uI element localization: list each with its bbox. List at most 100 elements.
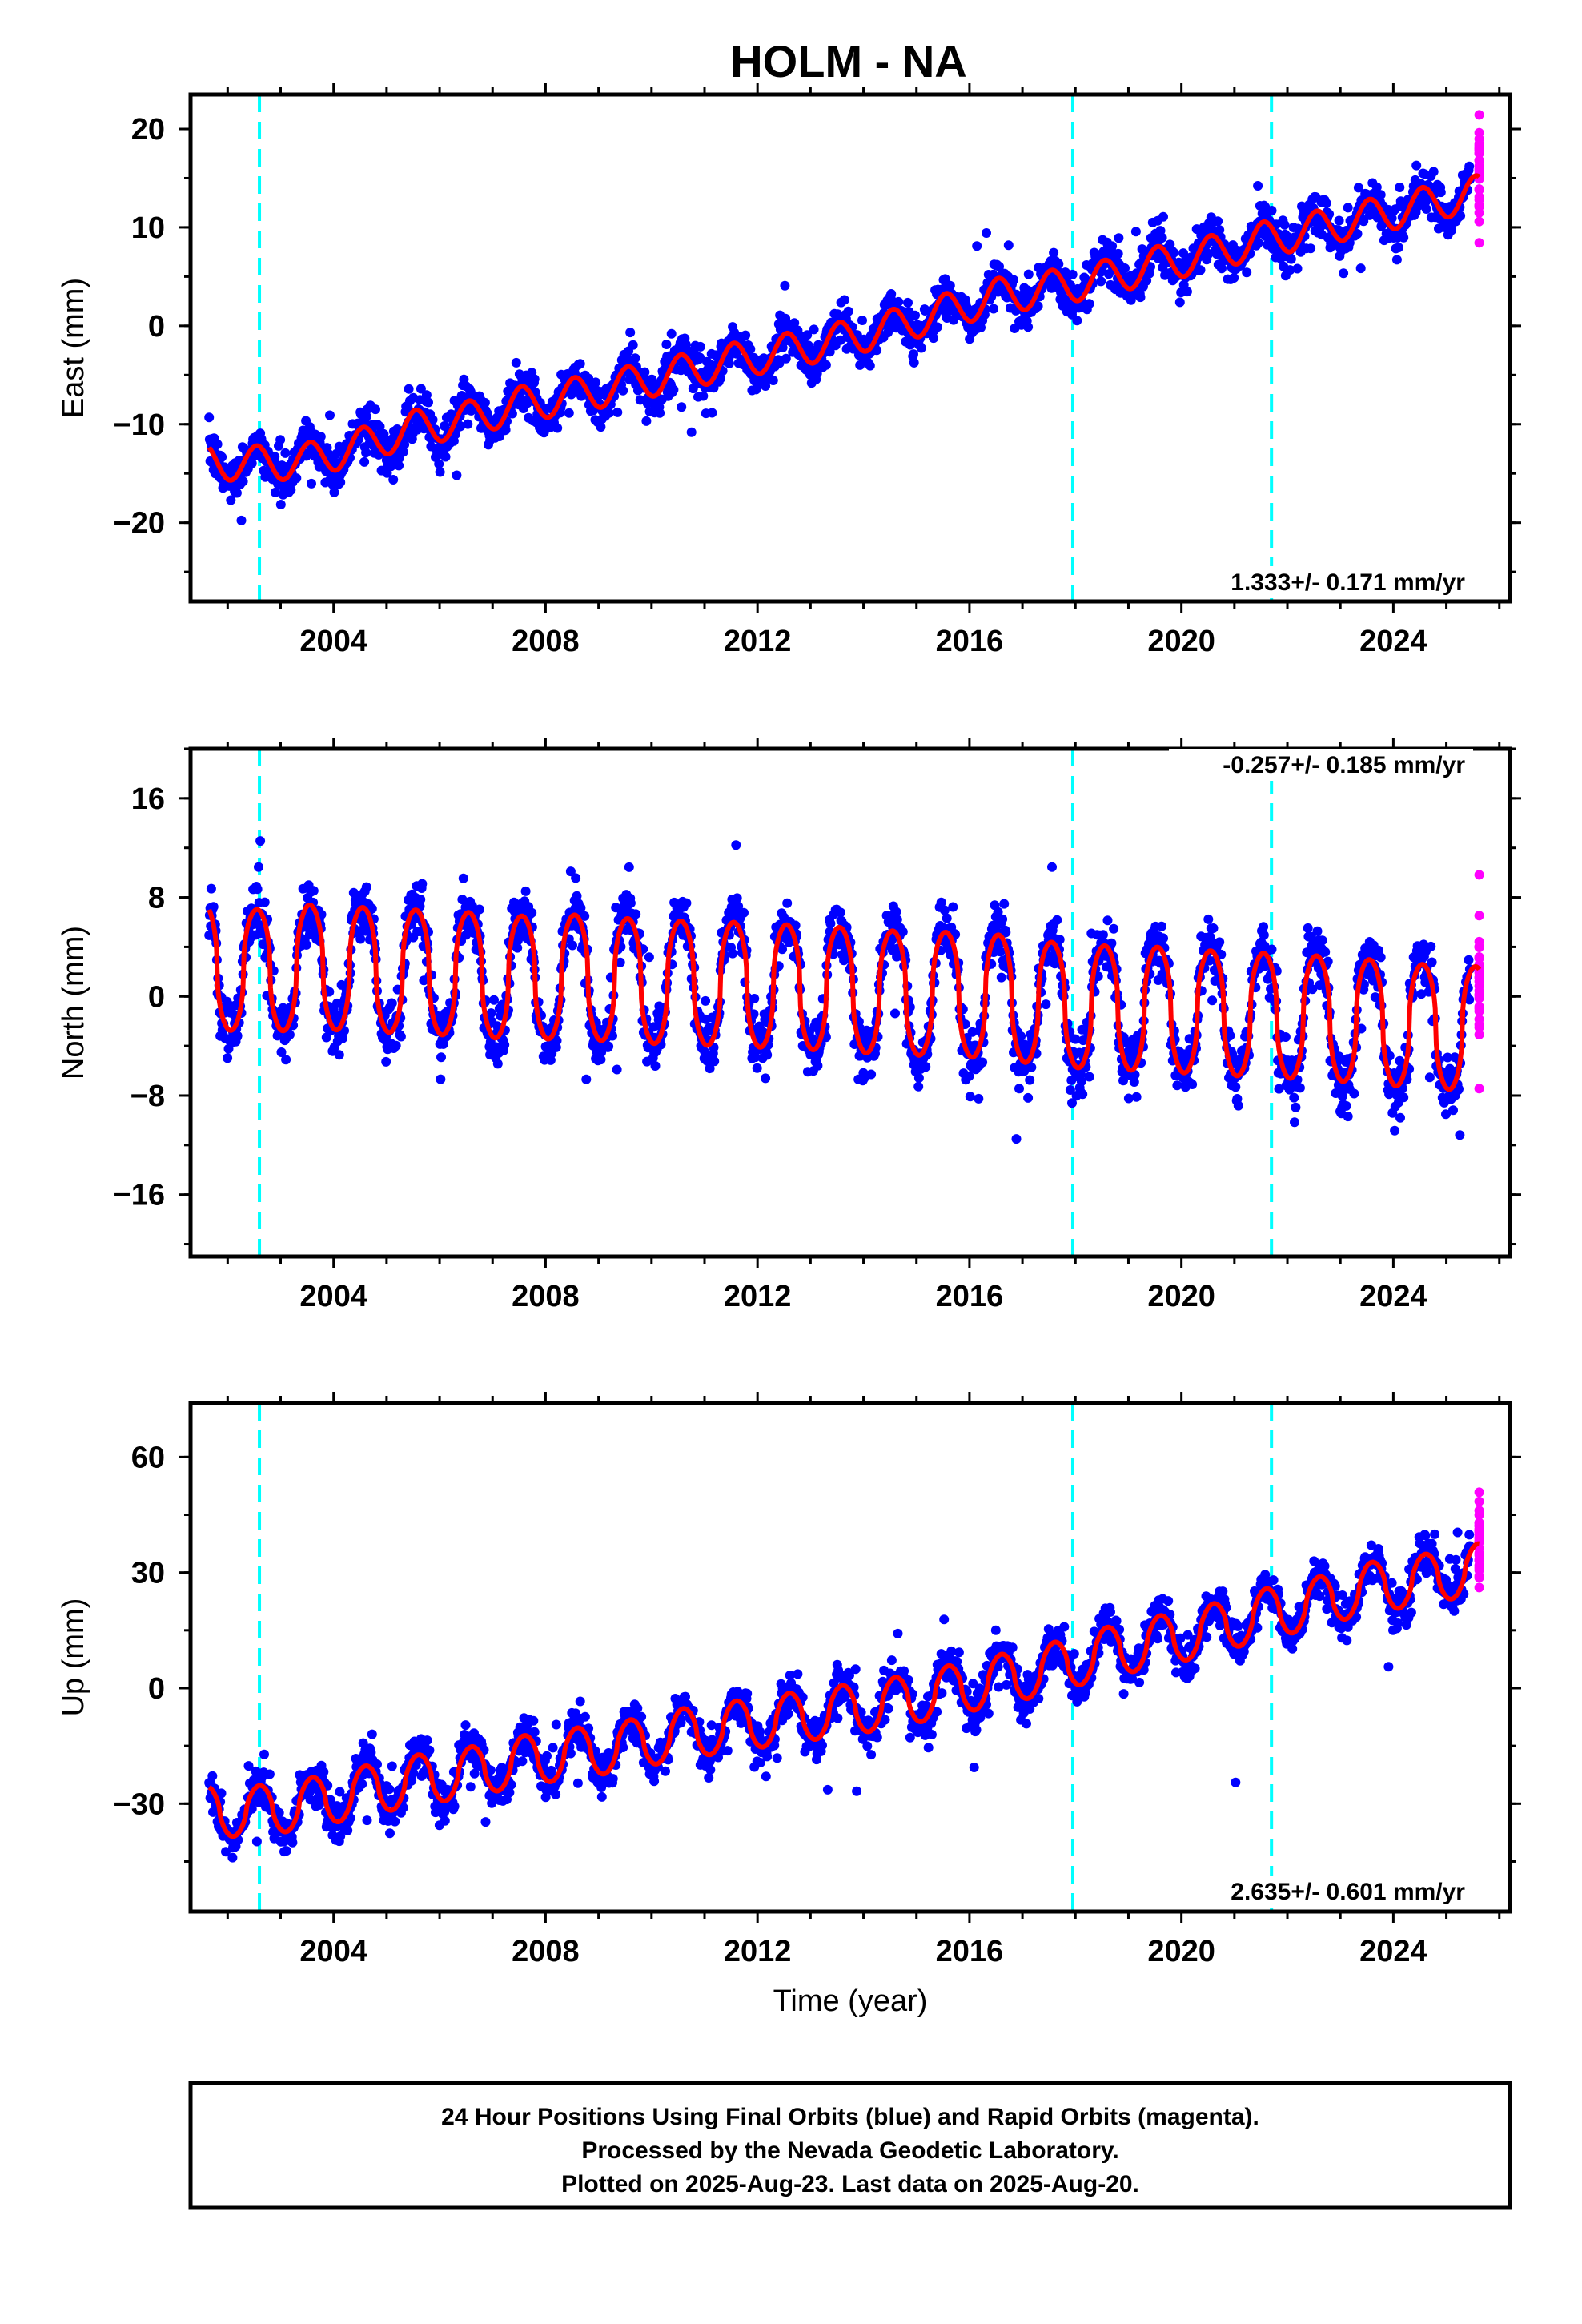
- east-point: [421, 390, 432, 400]
- north-point: [739, 907, 749, 918]
- east-point: [1435, 187, 1446, 198]
- east-rapid-point: [1474, 185, 1484, 195]
- east-ytick-label: 10: [131, 211, 165, 245]
- north-point: [391, 1040, 401, 1051]
- east-ytick-label: 0: [148, 310, 165, 344]
- east-point: [686, 427, 697, 437]
- east-point: [628, 340, 638, 350]
- north-point: [1290, 1117, 1299, 1128]
- east-point: [1355, 263, 1366, 274]
- north-point: [1464, 955, 1474, 965]
- east-point: [1375, 190, 1386, 200]
- north-point: [1047, 862, 1057, 872]
- east-point: [1464, 161, 1475, 171]
- north-xtick-label: 2024: [1359, 1280, 1427, 1313]
- east-point: [500, 424, 511, 435]
- east-xtick-label: 2012: [724, 625, 792, 658]
- north-point: [913, 1073, 924, 1083]
- north-rapid-point: [1474, 1084, 1484, 1094]
- north-point: [624, 862, 634, 872]
- east-point: [1023, 269, 1034, 279]
- north-point: [835, 907, 845, 918]
- north-point: [1023, 1092, 1034, 1103]
- east-rapid-point: [1474, 139, 1484, 149]
- north-point: [576, 903, 586, 913]
- north-point: [752, 1063, 762, 1073]
- east-point: [825, 347, 835, 357]
- east-point: [1182, 287, 1192, 297]
- east-point: [359, 456, 370, 467]
- north-point: [1291, 1102, 1301, 1112]
- north-point: [1390, 1125, 1400, 1136]
- east-point: [903, 297, 913, 308]
- east-point: [1306, 243, 1316, 254]
- north-point: [232, 1031, 243, 1041]
- north-point: [728, 948, 738, 959]
- east-point: [452, 470, 462, 480]
- east-rate-text: 1.333+/- 0.171 mm/yr: [1231, 569, 1465, 596]
- east-point: [1343, 203, 1353, 213]
- east-point: [1169, 247, 1179, 258]
- north-point: [612, 1064, 622, 1075]
- north-point: [1158, 933, 1168, 943]
- east-point: [695, 352, 705, 363]
- east-point: [1158, 211, 1168, 222]
- north-point: [1131, 1092, 1142, 1102]
- east-point: [982, 228, 991, 238]
- north-point: [761, 1073, 771, 1084]
- east-point: [768, 376, 778, 385]
- east-point: [909, 357, 919, 368]
- east-point: [809, 324, 819, 335]
- east-point: [463, 419, 473, 429]
- east-point: [1178, 248, 1188, 259]
- north-point: [1207, 995, 1218, 1006]
- east-xtick-label: 2024: [1359, 625, 1427, 658]
- east-ylabel: East (mm): [57, 278, 90, 418]
- east-point: [1334, 215, 1344, 226]
- east-point: [371, 404, 380, 415]
- east-point: [511, 357, 521, 368]
- east-point: [715, 373, 725, 384]
- east-point: [1195, 265, 1206, 275]
- east-rapid-point: [1474, 191, 1484, 202]
- north-point: [571, 873, 581, 883]
- north-point: [568, 940, 577, 951]
- east-point: [1279, 219, 1290, 230]
- north-point: [1084, 1072, 1094, 1082]
- east-point: [325, 410, 335, 420]
- east-point: [416, 384, 426, 394]
- east-point: [270, 452, 280, 462]
- east-point: [1428, 167, 1439, 177]
- north-point: [978, 1057, 988, 1068]
- east-point: [204, 412, 215, 423]
- east-point: [1113, 248, 1123, 259]
- east-panel: 2004 2008 2012 2016 2020 2024−20−1001020East …: [57, 83, 1521, 658]
- north-point: [281, 1055, 291, 1065]
- east-point: [857, 316, 867, 325]
- north-point: [321, 1032, 331, 1043]
- north-point: [1041, 999, 1051, 1010]
- east-point: [440, 452, 451, 462]
- north-point: [1208, 923, 1219, 933]
- north-point: [381, 1056, 391, 1067]
- east-point: [780, 280, 790, 291]
- north-point: [921, 1062, 931, 1072]
- east-rapid-point: [1474, 216, 1484, 227]
- east-point: [361, 412, 371, 421]
- figure-title: HOLM - NA: [730, 36, 967, 86]
- north-point: [301, 939, 311, 950]
- east-ytick-label: −10: [114, 408, 165, 442]
- east-point: [972, 241, 982, 251]
- north-point: [474, 904, 484, 915]
- north-point: [334, 1050, 344, 1060]
- east-point: [839, 295, 849, 305]
- north-point: [1280, 1032, 1291, 1042]
- north-point: [1215, 937, 1225, 947]
- east-point: [618, 385, 628, 396]
- north-point: [1343, 1112, 1353, 1122]
- north-point: [998, 914, 1008, 924]
- east-point: [916, 343, 926, 353]
- east-point: [552, 423, 563, 433]
